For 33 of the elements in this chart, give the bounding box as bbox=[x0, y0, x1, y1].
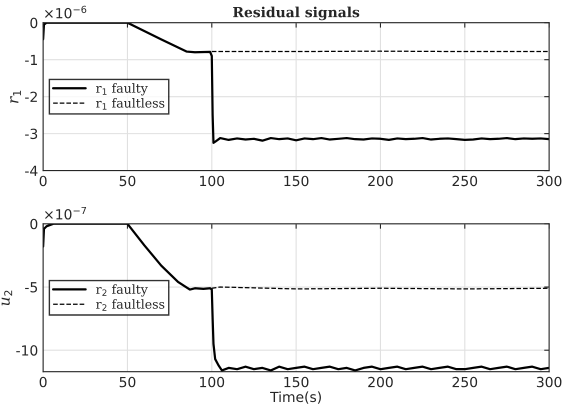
y-tick-label: -1 bbox=[25, 54, 37, 65]
y-axis-title: r$_{1}$ bbox=[10, 90, 21, 103]
x-tick-label: 200 bbox=[368, 176, 393, 186]
legend-label: r$_{2}$ faulty bbox=[96, 284, 148, 297]
y-tick-label: -2 bbox=[25, 92, 37, 102]
y-tick-label: -4 bbox=[25, 166, 38, 176]
x-tick-label: 250 bbox=[452, 176, 478, 186]
x-tick-label: 50 bbox=[120, 376, 136, 388]
chart-title: Residual signals bbox=[233, 6, 360, 20]
text: ×10$^{−7}$ bbox=[45, 206, 86, 220]
legend-label: r$_{1}$ faultless bbox=[96, 98, 164, 110]
x-tick-label: 100 bbox=[200, 176, 224, 186]
y-axis-title: u$_{2}$ bbox=[2, 290, 12, 306]
x-axis-title: Time(s) bbox=[270, 391, 321, 404]
x-tick-label: 50 bbox=[120, 176, 136, 186]
x-tick-label: 300 bbox=[536, 376, 562, 388]
x-tick-label: 0 bbox=[40, 176, 47, 186]
x-tick-label: 100 bbox=[200, 376, 224, 388]
y-tick-label: 0 bbox=[30, 18, 38, 28]
x-tick-label: 0 bbox=[40, 376, 47, 388]
legend-label: r$_{1}$ faulty bbox=[96, 83, 148, 96]
x-tick-label: 300 bbox=[536, 176, 562, 186]
legend-label: r$_{2}$ faultless bbox=[96, 299, 164, 311]
x-tick-label: 200 bbox=[368, 376, 393, 388]
y-tick-label: -3 bbox=[25, 128, 38, 140]
x-tick-label: 150 bbox=[284, 176, 308, 186]
x-tick-label: 150 bbox=[284, 376, 308, 388]
x-tick-label: 250 bbox=[452, 376, 478, 388]
y-tick-label: -5 bbox=[25, 282, 38, 292]
y-tick-label: 0 bbox=[30, 218, 38, 230]
text: ×10$^{−6}$ bbox=[45, 6, 86, 18]
line-series bbox=[43, 224, 550, 372]
y-tick-label: -10 bbox=[16, 345, 38, 356]
